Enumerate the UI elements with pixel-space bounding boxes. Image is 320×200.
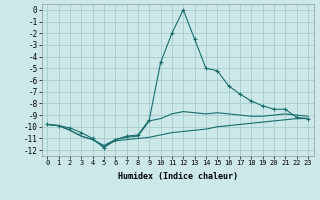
X-axis label: Humidex (Indice chaleur): Humidex (Indice chaleur) — [118, 172, 237, 181]
